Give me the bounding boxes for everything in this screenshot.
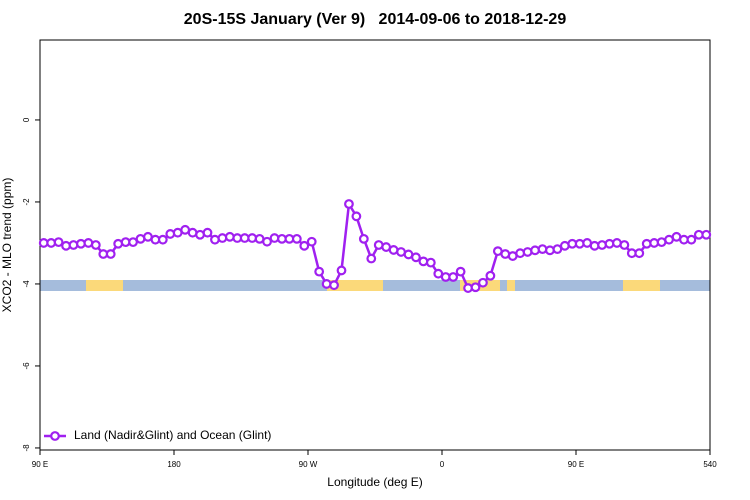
series-point [262, 236, 272, 247]
series-point [336, 265, 347, 276]
series-point [478, 277, 488, 288]
land-band [507, 280, 515, 291]
y-tick-label: -2 [22, 198, 31, 206]
series-point [68, 240, 79, 250]
series-point [597, 240, 607, 250]
series-point [306, 236, 317, 247]
series-point [53, 237, 64, 248]
surface-band [40, 280, 710, 291]
legend-marker [50, 431, 60, 441]
series-point [321, 279, 332, 289]
x-tick-label: 90 E [568, 460, 584, 469]
y-tick-label: -6 [22, 362, 31, 370]
x-axis-label: Longitude (deg E) [327, 475, 422, 489]
legend-label: Land (Nadir&Glint) and Ocean (Glint) [74, 428, 271, 442]
series-point [552, 244, 563, 255]
series-point [329, 280, 339, 291]
series-point [128, 237, 138, 248]
series-point [485, 270, 496, 281]
series-point [299, 240, 310, 251]
series-point [314, 266, 325, 277]
land-band [86, 280, 123, 291]
series-point [448, 272, 459, 282]
series-point [366, 253, 377, 264]
series-point [224, 231, 235, 242]
series-point [455, 266, 466, 277]
chart-title: 20S-15S January (Ver 9) 2014-09-06 to 20… [184, 11, 567, 28]
x-tick-label: 90 W [299, 460, 318, 469]
series-point [701, 229, 712, 240]
x-tick-label: 90 E [32, 460, 48, 469]
series-point [537, 244, 548, 255]
series-point [291, 233, 302, 244]
series-point [425, 257, 436, 268]
land-band [623, 280, 660, 291]
series-point [105, 249, 116, 259]
y-tick-label: -4 [22, 280, 31, 288]
series-point [411, 252, 421, 263]
series-point [217, 233, 228, 243]
series-point [90, 240, 101, 250]
series-point [634, 248, 645, 259]
series-point [470, 282, 481, 293]
series-point [358, 233, 369, 244]
series-point [545, 245, 555, 256]
x-tick-label: 0 [440, 460, 445, 469]
series-point [202, 227, 213, 238]
land-band [327, 280, 383, 291]
series-point [686, 234, 697, 245]
series-point [157, 234, 168, 245]
y-axis-label: XCO2 - MLO trend (ppm) [0, 178, 14, 313]
x-tick-label: 540 [703, 460, 717, 469]
y-tick-label: 0 [22, 117, 31, 122]
y-tick-label: -8 [22, 444, 31, 452]
series-point [619, 240, 630, 250]
series-point [515, 248, 526, 259]
series-point [433, 268, 444, 279]
x-tick-label: 180 [167, 460, 181, 469]
series-point [418, 256, 429, 267]
series-point [165, 229, 176, 239]
series-point [344, 199, 354, 209]
series-point [351, 211, 362, 222]
series-point [530, 245, 540, 256]
